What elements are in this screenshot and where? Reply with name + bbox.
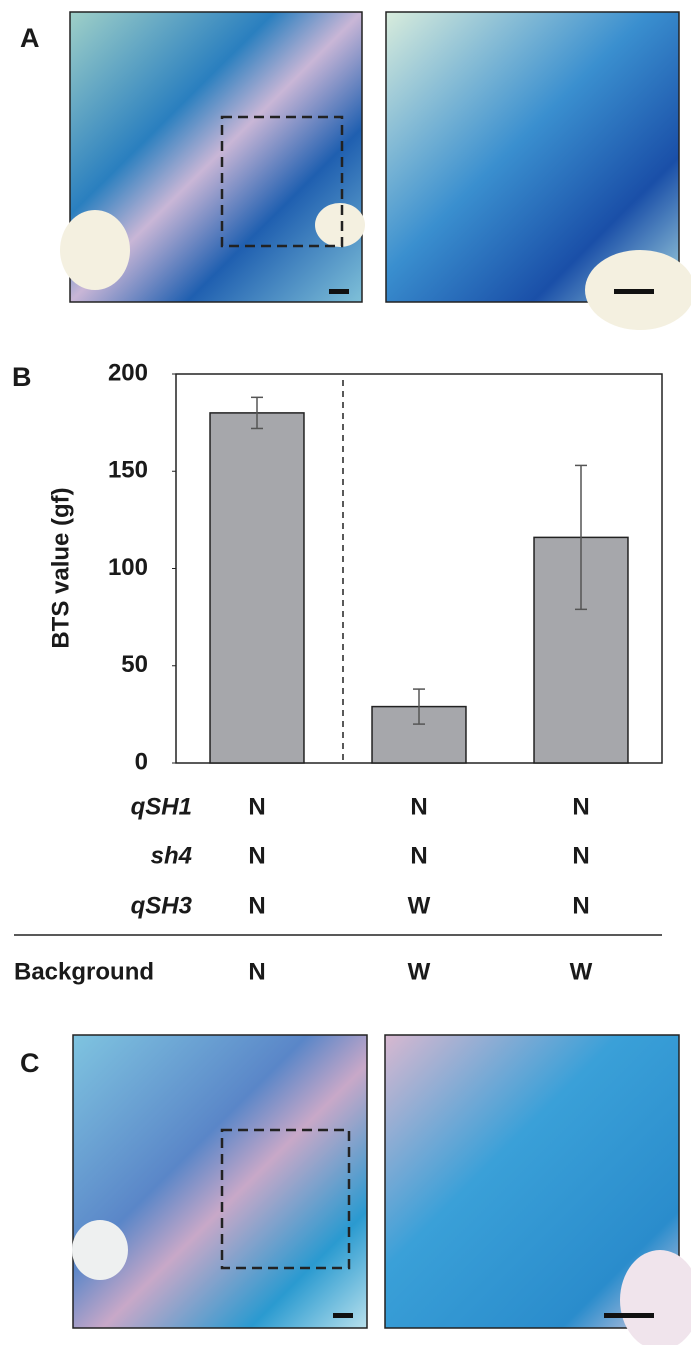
row-label: qSH1 [131,793,192,820]
genotype-cell: W [408,958,431,985]
row-label: sh4 [151,842,192,869]
y-tick-label: 100 [108,554,148,581]
y-tick-label: 150 [108,457,148,484]
genotype-cell: N [410,842,427,869]
genotype-cell: W [570,958,593,985]
y-tick-label: 50 [121,651,148,678]
genotype-cell: W [408,892,431,919]
genotype-cell: N [248,793,265,820]
genotype-cell: N [410,793,427,820]
row-label: qSH3 [131,892,193,919]
genotype-cell: N [248,958,265,985]
genotype-cell: N [572,842,589,869]
y-axis-label: BTS value (gf) [47,487,74,648]
panel-label: A [20,23,40,53]
micrograph-c [72,1034,691,1350]
micrograph-a [60,11,691,330]
genotype-cell: N [248,892,265,919]
y-tick-label: 200 [108,359,148,386]
panel-label: C [20,1048,40,1078]
genotype-cell: N [572,793,589,820]
panel-label: B [12,362,32,392]
genotype-cell: N [248,842,265,869]
row-label: Background [14,958,154,985]
genotype-cell: N [572,892,589,919]
bar [209,412,305,764]
y-tick-label: 0 [135,748,148,775]
